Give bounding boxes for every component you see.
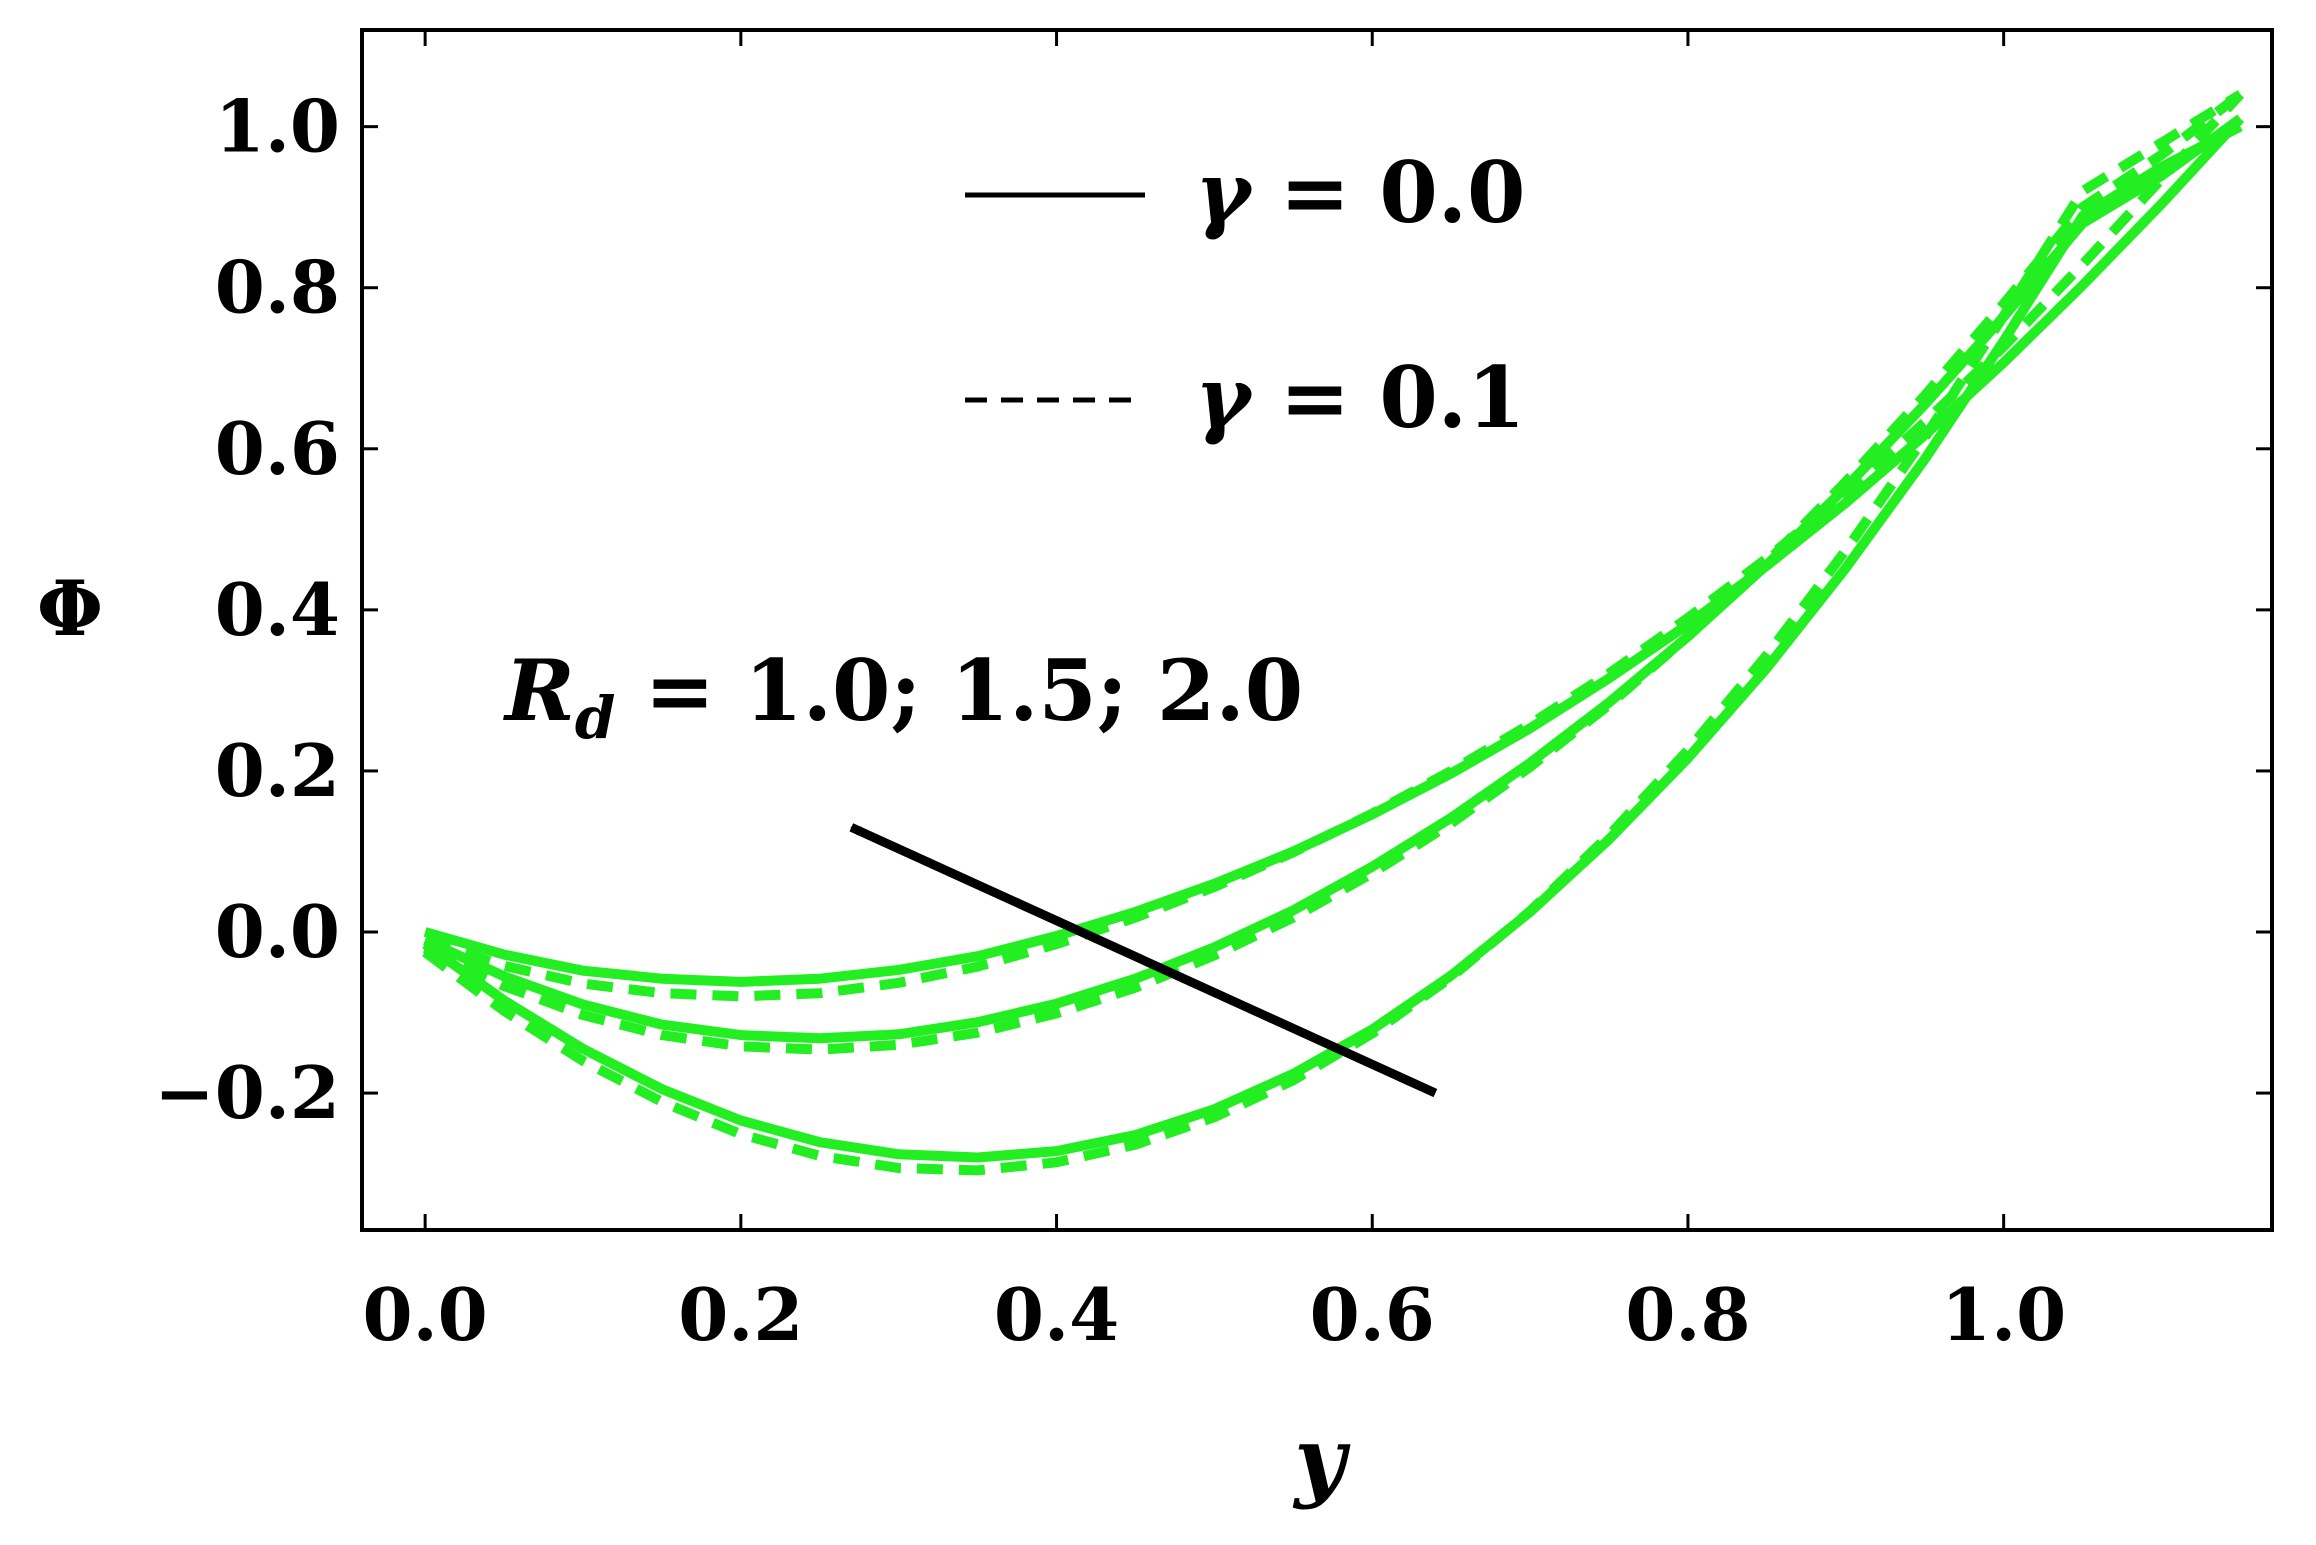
y-tick-label: 0.8	[215, 245, 340, 330]
x-tick-label: 1.0	[1941, 1272, 2066, 1357]
plot-frame	[360, 28, 2274, 1232]
x-tick-label: 0.0	[363, 1272, 488, 1357]
x-axis-ticks: 0.0 0.2 0.4 0.6 0.8 1.0	[363, 30, 2066, 1357]
series-line-dashed	[422, 90, 2244, 1055]
x-tick-label: 0.6	[1310, 1272, 1435, 1357]
legend: γ = 0.0 γ = 0.1	[965, 143, 1525, 447]
annotation: Rd = 1.0; 1.5; 2.0	[503, 641, 1438, 1098]
y-tick-label: −0.2	[154, 1050, 340, 1135]
series-line-dashed	[422, 90, 2244, 1176]
series-line-dashed	[423, 90, 2245, 1002]
x-tick-label: 0.2	[678, 1272, 803, 1357]
series-line-solid	[423, 114, 2244, 1044]
annotation-arrow	[849, 823, 1438, 1098]
y-tick-label: 0.2	[215, 728, 340, 813]
y-tick-label: 0.4	[215, 567, 340, 652]
y-tick-label: 0.0	[215, 889, 340, 974]
y-axis-ticks: −0.2 0.0 0.2 0.4 0.6 0.8 1.0	[154, 84, 2272, 1135]
x-tick-label: 0.8	[1625, 1272, 1750, 1357]
legend-solid-label: γ = 0.0	[1195, 143, 1525, 242]
series-layer	[422, 90, 2245, 1176]
y-tick-label: 0.6	[215, 406, 340, 491]
x-tick-label: 0.4	[994, 1272, 1119, 1357]
y-tick-label: 1.0	[215, 84, 340, 169]
y-axis-label: Φ	[37, 564, 103, 653]
legend-dashed-label: γ = 0.1	[1195, 348, 1525, 447]
x-axis-label: y	[1292, 1407, 1351, 1511]
annotation-text: Rd = 1.0; 1.5; 2.0	[503, 641, 1303, 752]
series-line-solid	[423, 115, 2245, 987]
